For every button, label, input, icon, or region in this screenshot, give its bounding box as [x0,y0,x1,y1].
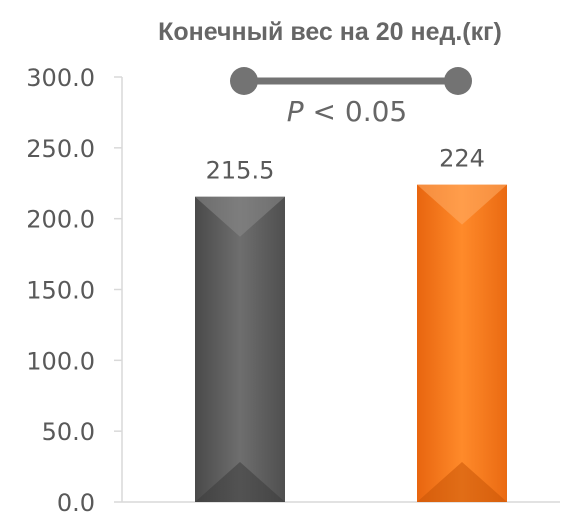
bars [195,184,507,503]
data-labels: 215.5 224 [206,145,485,185]
y-tick-label: 50.0 [42,418,95,446]
bar-2-bevel-bottom [417,462,507,502]
bar-1-bevel-top [195,196,285,237]
bracket-end-right [444,67,472,95]
y-tick-label: 300.0 [26,64,95,92]
bracket-end-left [230,67,258,95]
data-label-1: 215.5 [206,157,275,185]
bar-1-bevel-bottom [195,462,285,502]
p-threshold: < 0.05 [304,95,408,128]
bar-2-body [417,184,507,502]
p-value-annotation: P < 0.05 [287,95,408,128]
chart-title: Конечный вес на 20 нед.(кг) [158,18,502,46]
p-symbol: P [287,95,304,128]
bar-1 [195,196,285,503]
bar-2-bevel-top [417,184,507,225]
bar-2 [417,184,507,502]
data-label-2: 224 [439,145,485,173]
bar-1-body [195,196,285,503]
y-axis: 0.0 50.0 100.0 150.0 200.0 250.0 300.0 [26,64,560,517]
significance-bracket: P < 0.05 [230,67,472,128]
y-tick-label: 250.0 [26,135,95,163]
y-tick-label: 200.0 [26,206,95,234]
y-tick-label: 100.0 [26,347,95,375]
y-tick-label: 150.0 [26,277,95,305]
y-tick-label: 0.0 [57,489,95,517]
